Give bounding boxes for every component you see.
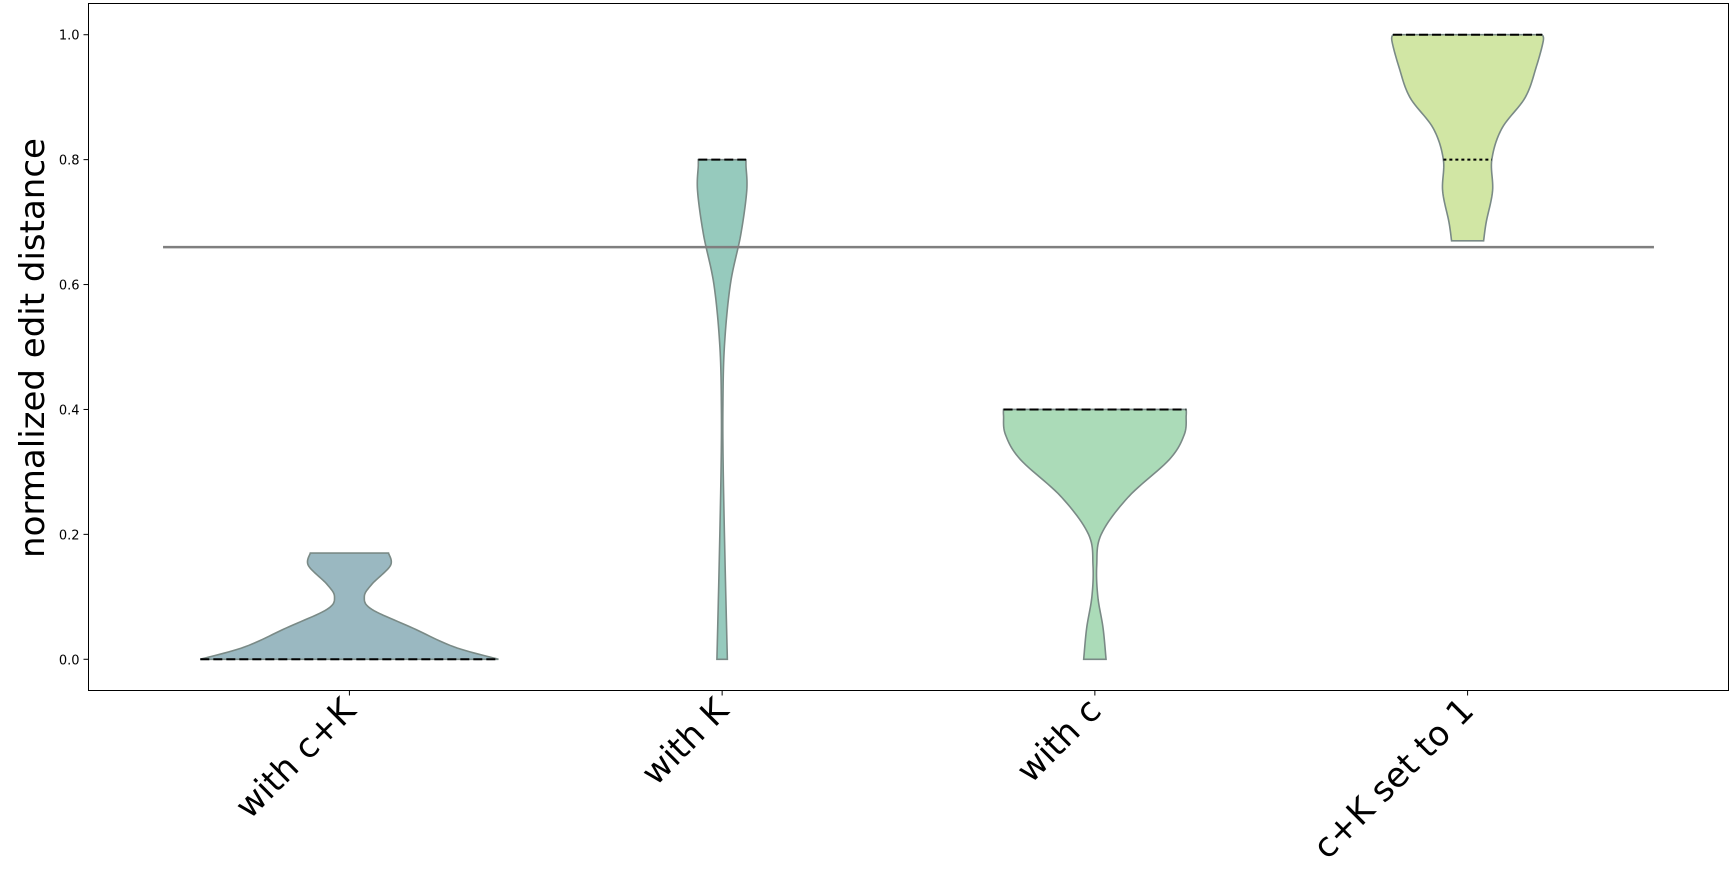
violin-2 [696, 158, 748, 661]
y-tick-label: 0.8 [59, 154, 80, 169]
y-tick-label: 0.4 [59, 403, 80, 418]
y-axis: 0.0 0.2 0.4 0.6 0.8 1.0 [59, 29, 89, 668]
y-axis-label: normalized edit distance [13, 138, 53, 558]
plot-area [88, 3, 1729, 691]
y-tick-label: 0.2 [59, 528, 80, 543]
y-tick-label: 1.0 [59, 29, 80, 44]
y-tick-label: 0.6 [59, 279, 80, 294]
y-tick-label: 0.0 [59, 653, 80, 668]
violin-1 [200, 552, 499, 661]
violins-layer [200, 33, 1545, 661]
